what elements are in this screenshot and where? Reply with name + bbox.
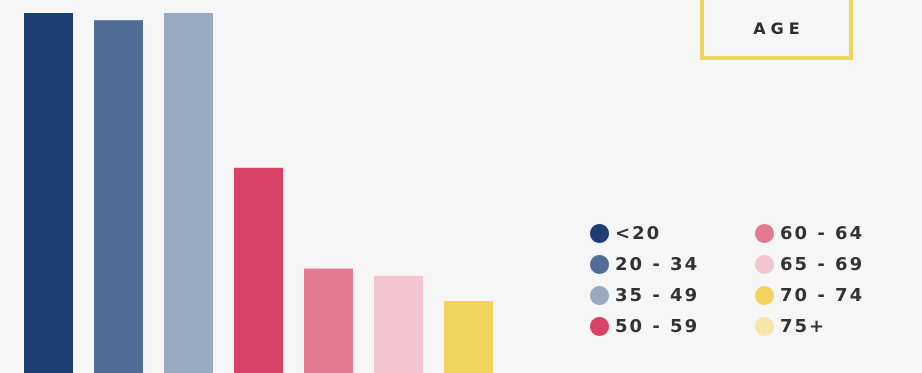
- legend-label: 70 - 74: [780, 285, 865, 306]
- legend-swatch: [590, 317, 609, 336]
- legend-swatch: [590, 255, 609, 274]
- legend-label: 75+: [780, 316, 827, 337]
- legend-item: 60 - 64: [755, 218, 864, 249]
- chart-title-box: AGE: [700, 0, 853, 60]
- bar-6: [374, 275, 423, 373]
- legend-column: 60 - 64 65 - 69 70 - 74 75+: [755, 218, 864, 342]
- legend-item: 70 - 74: [755, 280, 864, 311]
- legend-swatch: [590, 224, 609, 243]
- legend-swatch: [755, 317, 774, 336]
- bar-1: [24, 13, 73, 373]
- legend-item: 50 - 59: [590, 311, 699, 342]
- legend-swatch: [755, 286, 774, 305]
- legend-item: 65 - 69: [755, 249, 864, 280]
- bar-3: [164, 13, 213, 373]
- legend-swatch: [755, 224, 774, 243]
- legend-label: <20: [615, 223, 662, 244]
- bar-4: [234, 167, 283, 373]
- legend-column: <20 20 - 34 35 - 49 50 - 59: [590, 218, 699, 342]
- bar-5: [304, 268, 353, 373]
- legend-swatch: [590, 286, 609, 305]
- legend-label: 20 - 34: [615, 254, 700, 275]
- legend-item: 35 - 49: [590, 280, 699, 311]
- legend-swatch: [755, 255, 774, 274]
- chart-title: AGE: [753, 18, 805, 38]
- legend-item: <20: [590, 218, 699, 249]
- legend-label: 60 - 64: [780, 223, 865, 244]
- bar-7: [444, 301, 493, 373]
- legend-label: 50 - 59: [615, 316, 700, 337]
- bar-2: [94, 20, 143, 373]
- legend-label: 65 - 69: [780, 254, 865, 275]
- legend-label: 35 - 49: [615, 285, 700, 306]
- legend-item: 20 - 34: [590, 249, 699, 280]
- legend-item: 75+: [755, 311, 864, 342]
- chart-legend: <20 20 - 34 35 - 49 50 - 59 60 - 64 65 - 69 70…: [590, 218, 922, 368]
